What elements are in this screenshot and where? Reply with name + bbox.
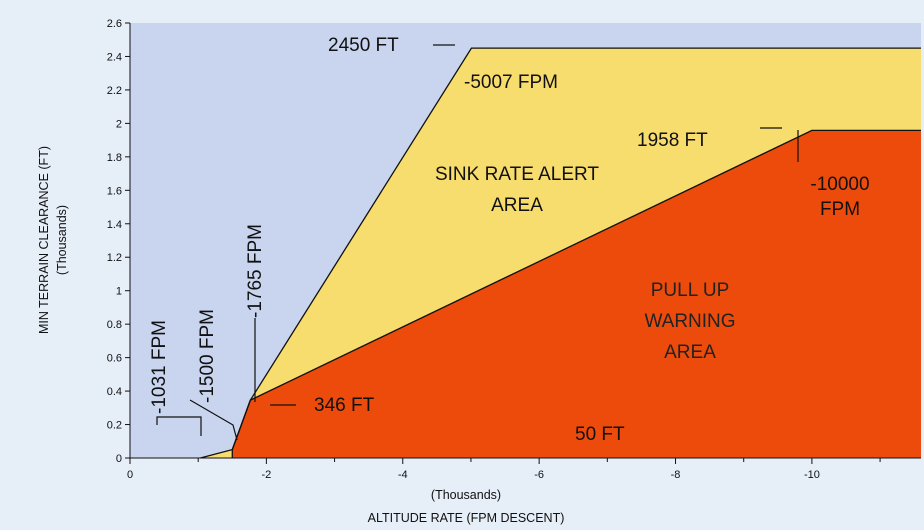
y-tick-label: 1: [116, 286, 122, 298]
y-tick-label: 1.6: [107, 185, 122, 197]
x-tick-label: -2: [261, 469, 271, 481]
y-tick-label: 2.2: [107, 85, 122, 97]
x-tick-label: -8: [671, 469, 681, 481]
annotation-leaders: [156, 44, 799, 441]
annotation-1500-fpm: -1500 FPM: [197, 309, 218, 403]
y-tick-label: 0.8: [107, 319, 122, 331]
y-tick-label: 1.2: [107, 252, 122, 264]
sink-rate-label-line1: SINK RATE ALERT: [435, 164, 599, 185]
annotation-2450-ft: 2450 FT: [328, 35, 399, 56]
y-tick-label: 0.2: [107, 420, 122, 432]
annotation-10000: -10000: [810, 174, 869, 195]
x-tick-label: -4: [398, 469, 408, 481]
y-tick-label: 2.6: [107, 18, 122, 30]
leader-1031: [156, 416, 202, 436]
leader-1500: [189, 399, 238, 441]
annotation-1765-fpm: -1765 FPM: [245, 224, 266, 318]
x-axis-title: ALTITUDE RATE (FPM DESCENT): [368, 511, 565, 525]
annotation-1031-fpm: -1031 FPM: [149, 320, 170, 414]
x-tick-label: 0: [127, 469, 133, 481]
y-tick-label: 2.4: [107, 51, 122, 63]
x-tick-label: -10: [804, 469, 820, 481]
x-axis-units: (Thousands): [431, 488, 501, 502]
annotation-1958-ft: 1958 FT: [637, 130, 708, 151]
y-axis-units: (Thousands): [55, 205, 69, 275]
x-tick-label: -6: [534, 469, 544, 481]
annotation-50-ft: 50 FT: [575, 424, 625, 445]
pull-up-label-line3: AREA: [664, 342, 716, 363]
annotation-5007-fpm: -5007 FPM: [464, 72, 558, 93]
y-tick-label: 0: [116, 453, 122, 465]
annotation-10000-fpm: FPM: [820, 199, 860, 220]
pull-up-label-line2: WARNING: [644, 311, 735, 332]
pull-up-boundary-line: [231, 129, 921, 458]
y-tick-label: 1.4: [107, 219, 122, 231]
pull-up-warning-area: [232, 130, 921, 458]
y-tick-label: 2: [116, 118, 122, 130]
y-tick-label: 1.8: [107, 152, 122, 164]
pull-up-label-line1: PULL UP: [651, 280, 730, 301]
y-tick-label: 0.6: [107, 353, 122, 365]
y-axis-title: MIN TERRAIN CLEARANCE (FT): [37, 146, 51, 334]
sink-rate-label-line2: AREA: [491, 195, 543, 216]
annotation-346-ft: 346 FT: [314, 395, 375, 416]
y-tick-label: 0.4: [107, 386, 122, 398]
